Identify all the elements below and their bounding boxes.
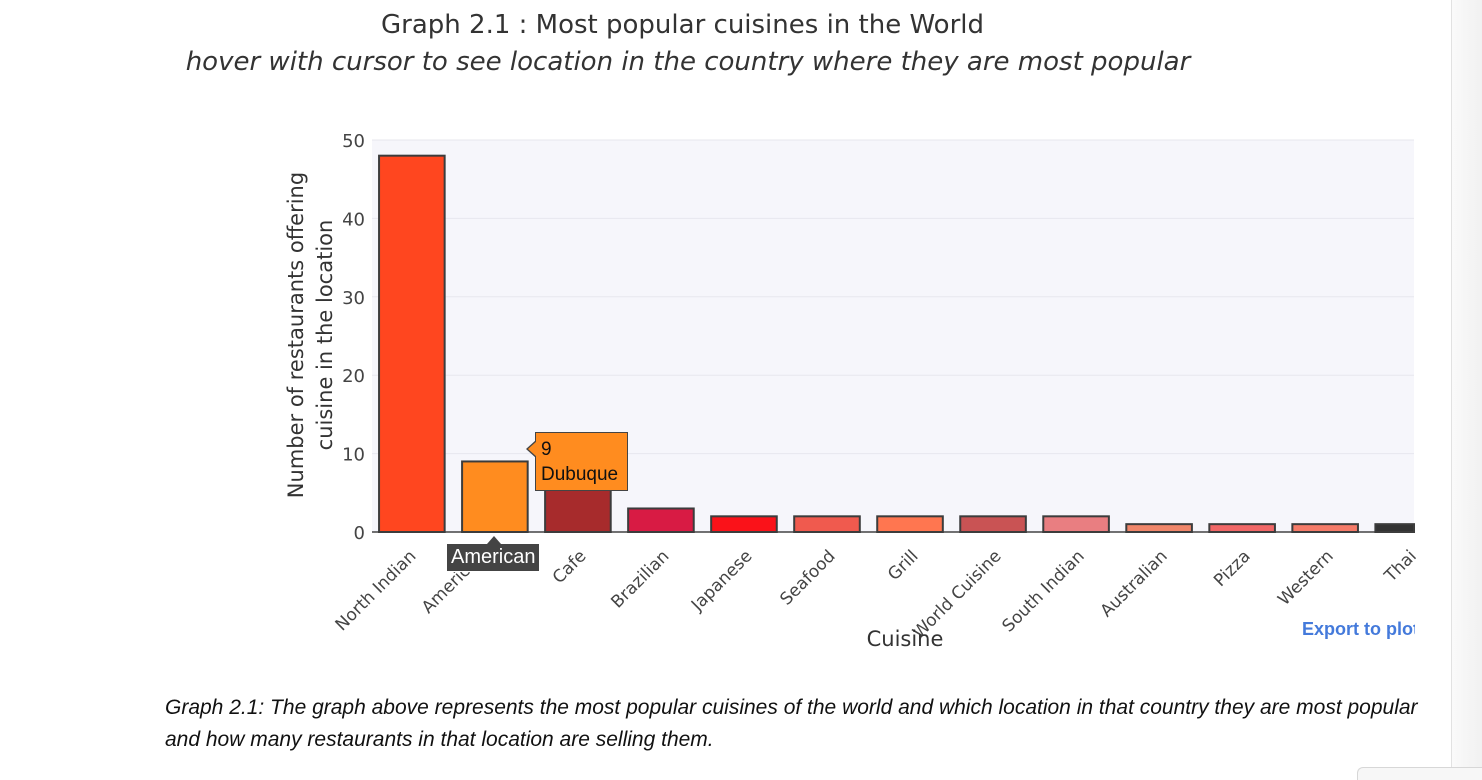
bar <box>793 515 861 534</box>
bar <box>461 460 529 533</box>
bar <box>1042 515 1110 534</box>
bar <box>876 515 944 534</box>
x-tick-label: Pizza <box>1210 546 1254 590</box>
x-tick-label: Australian <box>1097 546 1172 621</box>
x-tick-label: Western <box>1274 546 1337 609</box>
y-tick-label: 20 <box>342 366 365 387</box>
x-axis-title: Cuisine <box>867 627 944 651</box>
x-tick-label: Japanese <box>687 546 756 615</box>
y-axis-title-line: cuisine in the location <box>313 220 337 451</box>
x-tick-label: Brazilian <box>607 546 673 612</box>
x-tick-label: North Indian <box>332 546 421 635</box>
x-hover-label: American <box>446 536 541 572</box>
y-tick-label: 30 <box>342 288 365 309</box>
tooltip-value: 9 <box>541 439 552 460</box>
bar <box>959 515 1027 534</box>
chart-subtitle: hover with cursor to see location in the… <box>185 47 1191 77</box>
bar <box>1374 523 1416 533</box>
y-axis-title: Number of restaurants offering cuisine in… <box>284 172 337 498</box>
export-link[interactable]: Export to plot.ly <box>1302 619 1415 639</box>
bar <box>1208 523 1276 533</box>
y-tick-label: 0 <box>354 523 365 544</box>
x-tick-label: Grill <box>884 546 922 584</box>
x-tick-label: Seafood <box>776 546 839 609</box>
y-axis-title-line: Number of restaurants offering <box>284 172 308 498</box>
browser-edge <box>1451 0 1482 780</box>
chart-title: Graph 2.1 : Most popular cuisines in the… <box>381 10 984 40</box>
bar <box>627 507 695 534</box>
tooltip-location: Dubuque <box>541 464 619 485</box>
x-tick-label: Cafe <box>549 546 591 588</box>
bar <box>1291 523 1359 533</box>
y-tick-label: 40 <box>342 209 365 230</box>
hover-tooltip: 9 Dubuque <box>526 432 628 491</box>
bar <box>1125 523 1193 533</box>
bar <box>378 154 446 533</box>
y-tick-label: 50 <box>342 131 365 152</box>
y-tick-label: 10 <box>342 445 365 466</box>
bar <box>710 515 778 534</box>
bar <box>544 483 612 533</box>
x-tick-label: South Indian <box>999 546 1089 636</box>
x-tick-label: Thai <box>1380 546 1421 587</box>
scroll-corner <box>1357 767 1482 780</box>
graph-caption: Graph 2.1: The graph above represents th… <box>165 696 1418 751</box>
